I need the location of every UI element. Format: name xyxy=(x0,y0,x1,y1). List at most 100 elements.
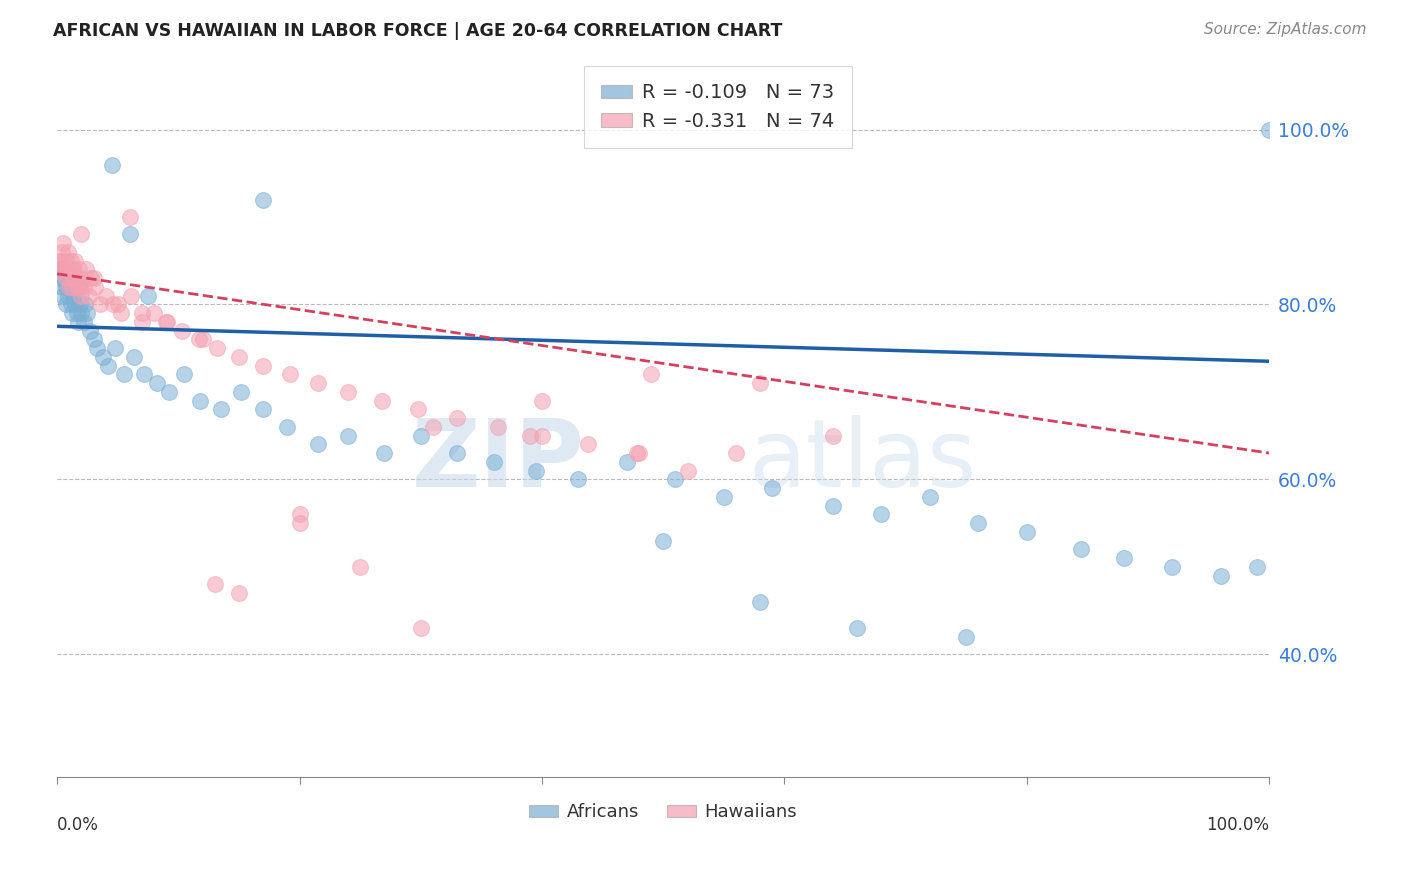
Point xyxy=(60,306,83,320)
Point xyxy=(278,368,301,382)
Point xyxy=(56,288,79,302)
Point xyxy=(170,324,193,338)
Point xyxy=(676,464,699,478)
Point xyxy=(94,288,117,302)
Point xyxy=(531,393,554,408)
Point xyxy=(65,271,87,285)
Point xyxy=(446,411,468,425)
Point xyxy=(62,288,84,302)
Point xyxy=(531,428,554,442)
Point xyxy=(75,262,97,277)
Text: Source: ZipAtlas.com: Source: ZipAtlas.com xyxy=(1204,22,1367,37)
Point xyxy=(52,262,75,277)
Point xyxy=(76,306,98,320)
Point xyxy=(955,630,977,644)
Point xyxy=(288,516,311,530)
Point xyxy=(56,244,79,259)
Point xyxy=(145,376,167,391)
Point xyxy=(63,271,86,285)
Point xyxy=(1015,524,1038,539)
Point xyxy=(65,253,87,268)
Point xyxy=(60,280,83,294)
Point xyxy=(640,368,662,382)
Point xyxy=(79,324,101,338)
Point xyxy=(58,271,80,285)
Point xyxy=(73,280,96,294)
Point xyxy=(408,402,430,417)
Point xyxy=(252,402,274,417)
Point xyxy=(59,253,82,268)
Point xyxy=(118,227,141,242)
Point xyxy=(205,341,228,355)
Point xyxy=(821,499,844,513)
Point xyxy=(307,376,329,391)
Point xyxy=(51,280,73,294)
Point xyxy=(821,428,844,442)
Point xyxy=(373,446,395,460)
Point xyxy=(104,341,127,355)
Point xyxy=(83,280,105,294)
Point xyxy=(664,472,686,486)
Point xyxy=(49,271,72,285)
Point xyxy=(134,368,156,382)
Point xyxy=(70,288,93,302)
Point xyxy=(62,262,84,277)
Point xyxy=(59,297,82,311)
Point xyxy=(83,333,105,347)
Point xyxy=(1209,568,1232,582)
Point xyxy=(53,271,76,285)
Point xyxy=(67,280,90,294)
Point xyxy=(228,350,250,364)
Point xyxy=(65,306,87,320)
Point xyxy=(188,333,211,347)
Point xyxy=(67,262,90,277)
Point xyxy=(846,621,869,635)
Point xyxy=(86,341,108,355)
Point xyxy=(188,393,211,408)
Point xyxy=(1161,559,1184,574)
Point xyxy=(70,306,93,320)
Point xyxy=(49,262,72,277)
Point xyxy=(1246,559,1268,574)
Point xyxy=(761,481,783,495)
Point xyxy=(1112,551,1135,566)
Text: 100.0%: 100.0% xyxy=(1206,816,1270,834)
Point xyxy=(80,271,103,285)
Point xyxy=(58,280,80,294)
Point xyxy=(486,420,509,434)
Point xyxy=(628,446,651,460)
Point xyxy=(422,420,444,434)
Point xyxy=(156,315,179,329)
Point xyxy=(107,297,129,311)
Point xyxy=(228,586,250,600)
Point xyxy=(482,455,505,469)
Point xyxy=(371,393,394,408)
Point xyxy=(48,253,70,268)
Point xyxy=(173,368,195,382)
Point xyxy=(55,280,77,294)
Point xyxy=(1070,542,1092,557)
Point xyxy=(409,428,432,442)
Point xyxy=(136,288,159,302)
Point xyxy=(100,157,122,171)
Point xyxy=(69,297,91,311)
Text: atlas: atlas xyxy=(748,415,976,508)
Point xyxy=(626,446,648,460)
Text: ZIP: ZIP xyxy=(412,415,585,508)
Point xyxy=(66,315,89,329)
Point xyxy=(519,428,541,442)
Point xyxy=(91,350,114,364)
Point xyxy=(252,359,274,373)
Point xyxy=(749,376,772,391)
Point xyxy=(118,210,141,224)
Point xyxy=(131,306,153,320)
Point xyxy=(143,306,166,320)
Point xyxy=(231,384,253,399)
Point xyxy=(52,288,75,302)
Point xyxy=(307,437,329,451)
Point xyxy=(204,577,226,591)
Point xyxy=(446,446,468,460)
Point xyxy=(337,428,360,442)
Point xyxy=(73,297,96,311)
Point xyxy=(276,420,298,434)
